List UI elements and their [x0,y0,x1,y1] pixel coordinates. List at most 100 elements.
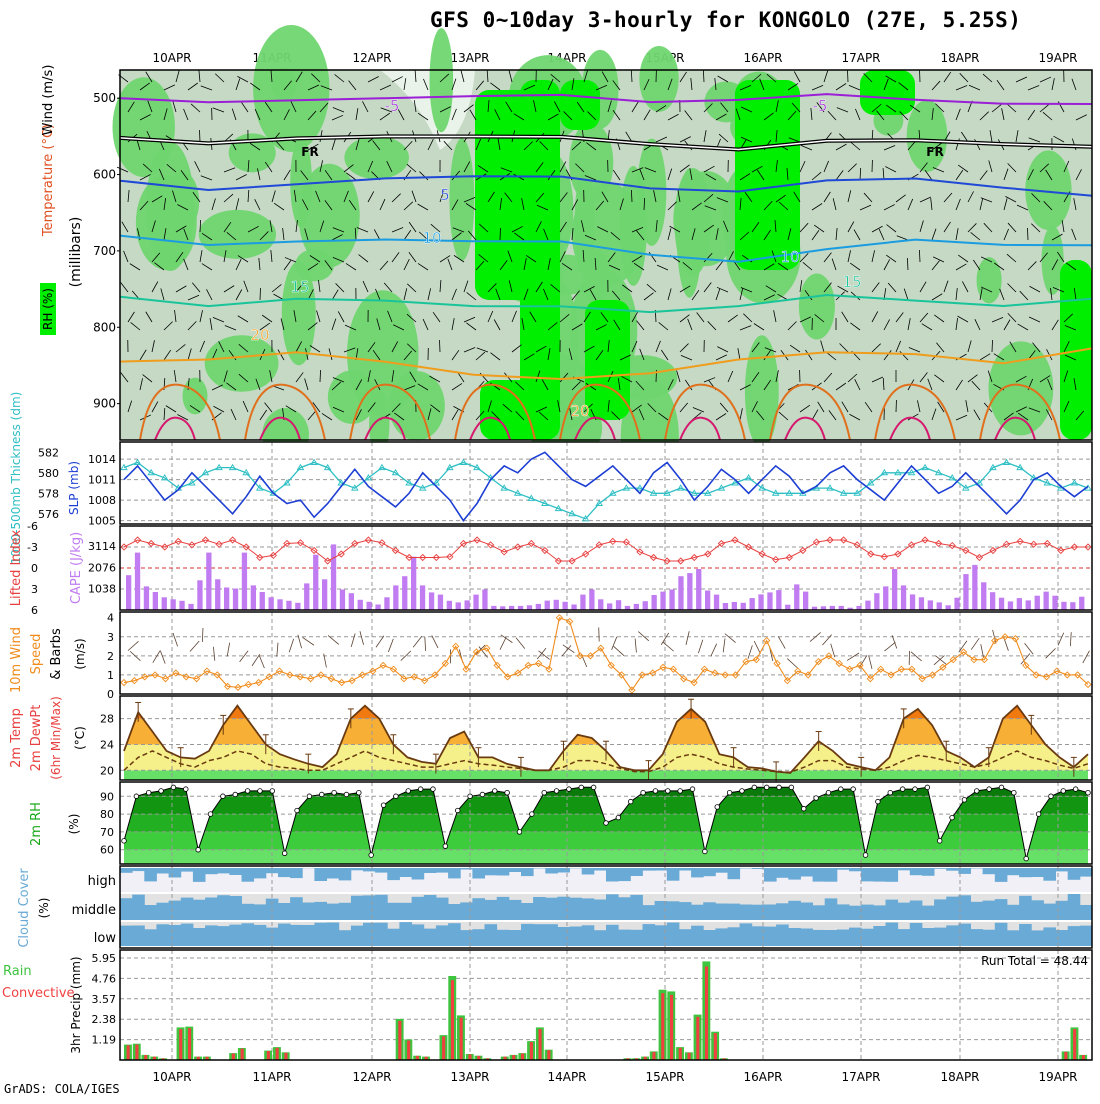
cloud-label-low: low [94,931,117,946]
cloud-bar [703,930,716,946]
cloud-bar [169,868,182,878]
rh-point [653,789,658,794]
cloud-bar [837,868,850,870]
cloud-bar [193,868,206,882]
date-label-bottom: 15APR [645,1070,684,1084]
cloud-bar [861,905,874,920]
cape-tick-label: 2076 [88,561,116,574]
rh-point [381,803,386,808]
cloud-bar [873,926,886,946]
cape-bar [162,597,167,610]
cloud-bar [424,929,437,946]
cloud-bar [229,925,242,946]
rh-point [344,792,349,797]
date-label-top: 12APR [352,51,391,65]
rh-point [196,847,201,852]
rh-point [1049,794,1054,799]
cloud-bar [363,868,376,871]
cloud-bar [363,895,376,920]
rh2m-axis-unit: (%) [67,814,81,835]
wind-axis-label-2: Speed [29,634,44,675]
cape-bar [295,603,300,610]
cape-bar [954,598,959,610]
cloud-bar [703,868,716,876]
rh-point [258,789,263,794]
cloud-bar [691,926,704,946]
cape-bar [767,592,772,610]
cloud-bar [557,927,570,946]
cape-bar [269,597,274,610]
cloud-bar [910,901,923,921]
precip-convective-bar [284,1053,287,1060]
wind-tick-label: 1 [107,669,114,682]
contour-label-15: 15 [842,273,861,291]
precip-convective-bar [241,1049,244,1060]
cloud-bar [715,868,728,873]
thickness-tick-label: 578 [38,487,59,500]
cape-bar [144,586,149,610]
li-tick-label: 0 [31,562,38,575]
wind-barb-10m [202,628,203,642]
cape-bar [171,599,176,610]
cloud-bar [387,903,400,920]
wind-tick-label: 0 [107,688,114,701]
cloud-bar [460,902,473,920]
rh-point [789,785,794,790]
rh-point [270,789,275,794]
cloud-bar [327,904,340,920]
cloud-bar [740,923,753,946]
rh-point [913,787,918,792]
cloud-bar [582,925,595,946]
cloud-bar [691,905,704,920]
cape-bar [883,586,888,610]
rh-point [814,796,819,801]
cloud-bar [813,868,826,882]
rh-saturated-area [585,300,630,420]
date-label-top: 16APR [743,51,782,65]
cape-bar [206,553,211,610]
cape-bar [260,592,265,610]
rh-point [171,785,176,790]
rh-point [1024,856,1029,861]
cloud-bar [448,923,461,946]
cape-bar [135,553,140,610]
cape-bar [794,584,799,610]
rh-point [159,789,164,794]
cloud-bar [242,904,255,920]
contour-label-10: 10 [422,229,441,247]
date-label-top: 19APR [1038,51,1077,65]
precip-panel-bg [120,950,1092,1060]
cape-bar [1035,596,1040,610]
cape-bar [322,579,327,610]
slp-tick-label: 1014 [88,453,116,466]
slp-tick-label: 1005 [88,515,116,528]
rh-point [1036,812,1041,817]
rh-point [567,787,572,792]
cloud-bar [290,868,303,878]
rh-point [690,787,695,792]
temperature-label: Temperature (°C) [41,124,56,237]
cloud-bar [302,925,315,946]
wind-axis-label-3: & Barbs [49,628,64,680]
date-label-bottom: 18APR [940,1070,979,1084]
cape-bar [233,589,238,611]
cape-bar [928,600,933,610]
cape-bar [616,600,621,610]
rh-band [120,832,1092,850]
cloud-bar [144,929,157,946]
precip-convective-bar [696,1017,699,1060]
cloud-bar [898,903,911,920]
cloud-bar [910,923,923,946]
precip-convective-bar [661,993,664,1060]
rh-point [233,792,238,797]
rh-moist-area [199,210,276,259]
rh-point [764,785,769,790]
cloud-bar [509,900,522,920]
pressure-tick-label: 900 [93,397,116,411]
cloud-bar [886,923,899,947]
precip-convective-bar [1064,1052,1067,1060]
cloud-bar [655,925,668,946]
cape-bar [1017,598,1022,610]
cloud-bar [643,868,656,871]
precip-convective-bar [521,1054,524,1061]
